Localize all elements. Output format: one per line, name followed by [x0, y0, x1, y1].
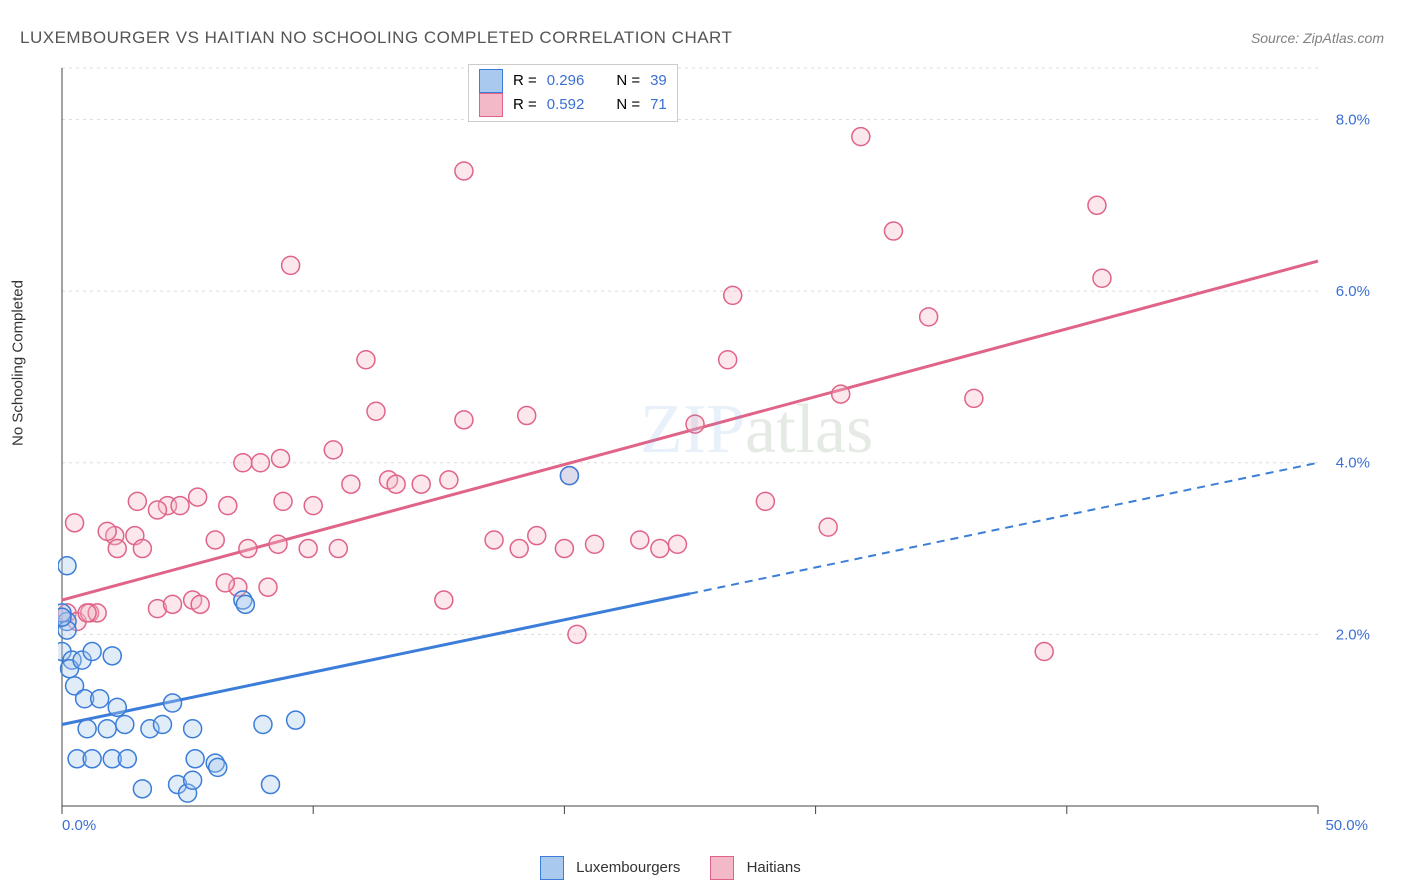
- n-label: N =: [616, 93, 640, 117]
- n-value-haitians: 71: [650, 93, 667, 117]
- haitians-label: Haitians: [747, 859, 801, 876]
- source-attribution: Source: ZipAtlas.com: [1251, 30, 1384, 46]
- legend-item-luxembourgers: Luxembourgers: [540, 856, 680, 880]
- series-legend: Luxembourgers Haitians: [540, 856, 801, 880]
- haitians-swatch: [710, 856, 734, 880]
- svg-text:0.0%: 0.0%: [62, 817, 96, 834]
- source-name: ZipAtlas.com: [1303, 30, 1384, 46]
- svg-text:4.0%: 4.0%: [1336, 455, 1370, 472]
- chart-title: LUXEMBOURGER VS HAITIAN NO SCHOOLING COM…: [20, 28, 732, 48]
- y-axis-label: No Schooling Completed: [10, 280, 27, 446]
- plot-area: 2.0% 4.0% 6.0% 8.0% 0.0% 50.0%: [58, 60, 1378, 840]
- r-value-luxembourgers: 0.296: [547, 69, 585, 93]
- correlation-legend: R = 0.296 N = 39 R = 0.592 N = 71: [468, 64, 678, 122]
- n-label: N =: [616, 69, 640, 93]
- source-prefix: Source:: [1251, 30, 1303, 46]
- svg-text:50.0%: 50.0%: [1325, 817, 1368, 834]
- legend-item-haitians: Haitians: [710, 856, 800, 880]
- svg-text:2.0%: 2.0%: [1336, 626, 1370, 643]
- luxembourgers-label: Luxembourgers: [576, 859, 680, 876]
- r-value-haitians: 0.592: [547, 93, 585, 117]
- n-value-luxembourgers: 39: [650, 69, 667, 93]
- luxembourgers-swatch: [479, 69, 503, 93]
- r-label: R =: [513, 69, 537, 93]
- legend-row-haitians: R = 0.592 N = 71: [479, 93, 667, 117]
- r-label: R =: [513, 93, 537, 117]
- chart-container: LUXEMBOURGER VS HAITIAN NO SCHOOLING COM…: [0, 0, 1406, 892]
- legend-row-luxembourgers: R = 0.296 N = 39: [479, 69, 667, 93]
- chart-svg: 2.0% 4.0% 6.0% 8.0% 0.0% 50.0%: [58, 60, 1378, 840]
- svg-text:8.0%: 8.0%: [1336, 111, 1370, 128]
- haitians-swatch: [479, 93, 503, 117]
- svg-text:6.0%: 6.0%: [1336, 283, 1370, 300]
- luxembourgers-swatch: [540, 856, 564, 880]
